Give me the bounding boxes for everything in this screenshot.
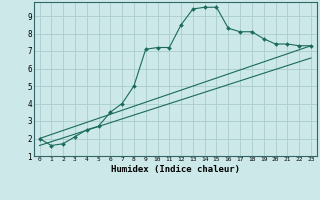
- X-axis label: Humidex (Indice chaleur): Humidex (Indice chaleur): [111, 165, 240, 174]
